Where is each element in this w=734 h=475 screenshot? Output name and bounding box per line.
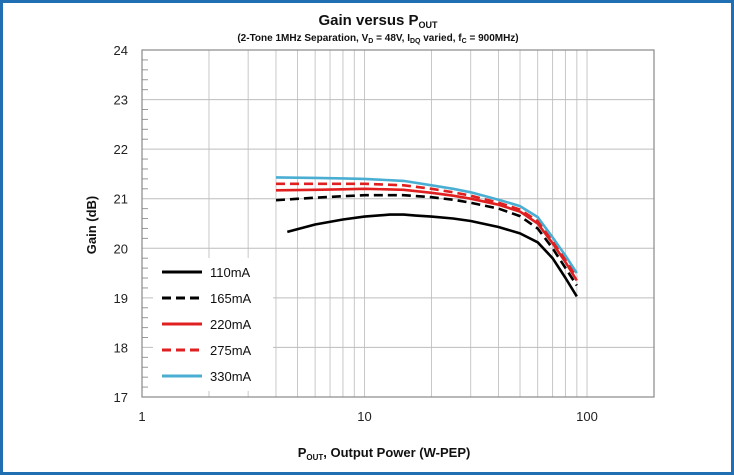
y-tick-label: 19 [114,291,128,306]
legend-label-275mA: 275mA [210,343,252,358]
legend-label-165mA: 165mA [210,291,252,306]
y-tick-label: 24 [114,43,128,58]
x-tick-label: 10 [357,409,371,424]
series-line-165mA [275,193,578,287]
y-tick-label: 20 [114,241,128,256]
y-tick-label: 22 [114,142,128,157]
series-line-330mA [275,176,578,274]
chart-subtitle: (2-Tone 1MHz Separation, VD = 48V, IDQ v… [237,33,518,45]
y-tick-label: 17 [114,390,128,405]
legend-label-110mA: 110mA [210,265,251,280]
y-tick-label: 23 [114,93,128,108]
x-tick-label: 1 [138,409,145,424]
series-lines [275,176,578,298]
chart-title: Gain versus POUT [318,12,438,30]
series-line-275mA [276,182,578,278]
y-tick-label: 18 [114,340,128,355]
series-line-220mA [275,187,578,282]
series-line-110mA [286,213,578,298]
legend-label-330mA: 330mA [210,369,252,384]
plot-area-border [141,49,655,398]
legend-label-220mA: 220mA [210,317,252,332]
x-axis-label: POUT, Output Power (W-PEP) [298,445,471,462]
legend: 110mA 165mA 220mA 275mA 330mA [153,258,273,391]
y-tick-label: 21 [114,192,128,207]
tick-labels: 1 10 100 17 18 19 20 21 22 23 24 [114,43,598,424]
x-tick-label: 100 [576,409,598,424]
y-axis-label: Gain (dB) [84,196,99,255]
